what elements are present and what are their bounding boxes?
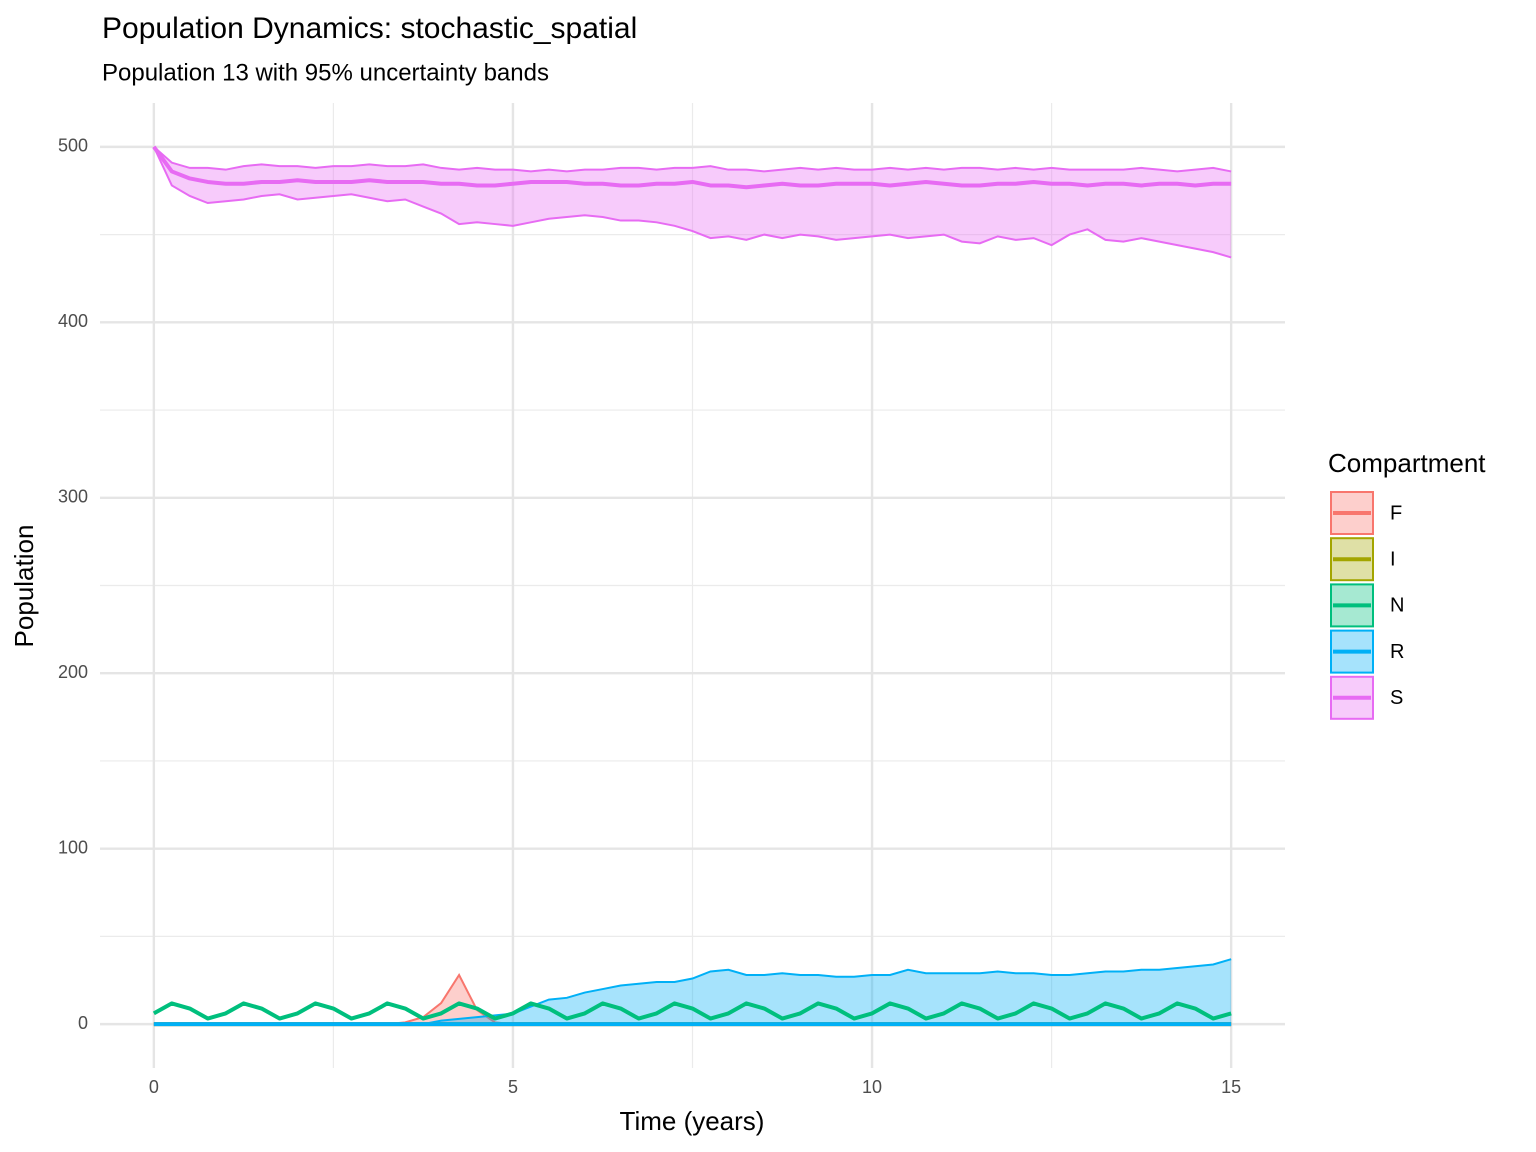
band-edge <box>153 146 1232 173</box>
x-tick-label: 0 <box>149 1077 159 1097</box>
grid: 0 100 200 300 400 500 0 5 10 15 <box>58 103 1285 1097</box>
x-tick-label: 10 <box>862 1077 882 1097</box>
y-tick-label: 500 <box>58 136 88 156</box>
legend-title: Compartment <box>1328 448 1486 478</box>
x-tick-label: 15 <box>1221 1077 1241 1097</box>
legend-label: F <box>1390 502 1402 524</box>
y-tick-label: 200 <box>58 662 88 682</box>
legend-label: I <box>1390 548 1396 570</box>
legend-label: S <box>1390 687 1403 709</box>
chart-subtitle: Population 13 with 95% uncertainty bands <box>102 59 549 86</box>
lines <box>152 145 1232 1027</box>
band-fill <box>153 959 1232 1025</box>
y-tick-label: 400 <box>58 311 88 331</box>
legend: F I N R S <box>1330 491 1404 720</box>
legend-label: N <box>1390 595 1404 617</box>
band-edge <box>152 146 1232 259</box>
x-axis-title: Time (years) <box>620 1106 765 1136</box>
chart-title: Population Dynamics: stochastic_spatial <box>102 12 637 45</box>
y-tick-label: 0 <box>78 1013 88 1033</box>
legend-label: R <box>1390 641 1404 663</box>
band-fill <box>153 146 1232 258</box>
y-axis-title: Population <box>9 525 39 648</box>
series-line <box>152 145 1232 190</box>
x-tick-label: 5 <box>508 1077 518 1097</box>
series-line <box>152 1001 1232 1021</box>
y-tick-label: 300 <box>58 487 88 507</box>
y-tick-label: 100 <box>58 837 88 857</box>
